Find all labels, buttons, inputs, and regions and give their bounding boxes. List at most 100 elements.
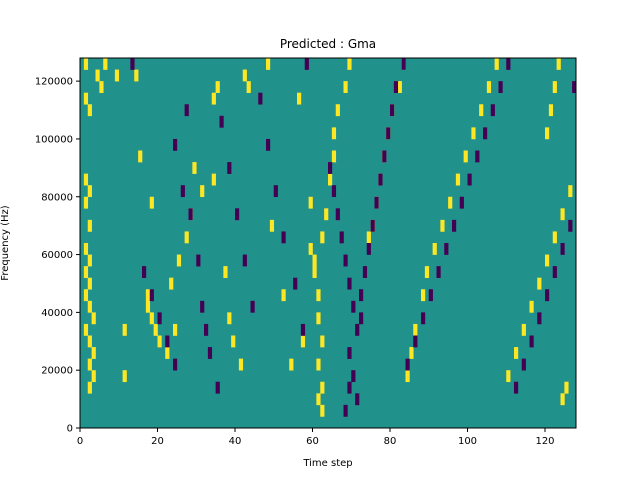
heatmap-cell-high: [122, 323, 127, 336]
heatmap-cell-low: [196, 254, 201, 267]
heatmap-cell-high: [173, 323, 178, 336]
heatmap-cell-high: [87, 219, 92, 232]
heatmap-cell-high: [556, 58, 561, 70]
heatmap-cell-high: [506, 370, 511, 383]
heatmap-cell-high: [83, 58, 89, 70]
heatmap-cell-high: [192, 162, 197, 174]
heatmap-cell-high: [169, 277, 174, 290]
heatmap-cell-low: [207, 347, 213, 359]
heatmap-cell-low: [142, 266, 147, 278]
heatmap-cell-high: [145, 289, 151, 302]
heatmap-cell-low: [304, 58, 309, 70]
heatmap-cell-low: [227, 162, 232, 174]
heatmap-cell-low: [475, 150, 480, 163]
heatmap-cell-high: [289, 358, 294, 371]
heatmap-cell-low: [560, 243, 565, 255]
y-tick-label: 80000: [41, 192, 73, 203]
heatmap-cell-high: [83, 323, 89, 336]
heatmap-cell-high: [211, 173, 216, 186]
heatmap-cell-low: [149, 289, 154, 302]
heatmap-cell-low: [328, 162, 333, 174]
heatmap-cell-low: [157, 312, 162, 325]
x-tick-label: 100: [458, 436, 477, 447]
heatmap-cell-high: [320, 381, 325, 394]
heatmap-cell-low: [366, 243, 371, 255]
heatmap-cell-low: [452, 219, 457, 232]
y-tick-label: 0: [67, 424, 73, 435]
heatmap-cell-high: [324, 208, 329, 221]
heatmap-cell-high: [331, 150, 337, 163]
heatmap-cell-high: [87, 104, 92, 117]
heatmap-cell-low: [359, 312, 364, 325]
heatmap-cell-low: [436, 266, 441, 278]
heatmap-cell-high: [91, 370, 96, 383]
x-tick-label: 0: [77, 436, 83, 447]
heatmap-cell-high: [269, 219, 275, 232]
heatmap-cell-low: [351, 370, 356, 383]
heatmap-cell-high: [545, 254, 550, 267]
heatmap-cell-high: [87, 300, 92, 313]
heatmap-cell-low: [483, 127, 488, 140]
heatmap-cell-high: [463, 150, 468, 163]
heatmap-cell-high: [153, 323, 158, 336]
heatmap-cell-low: [521, 358, 526, 371]
y-tick-label: 100000: [35, 134, 73, 145]
heatmap-cell-high: [331, 127, 337, 140]
heatmap-cell-low: [188, 208, 193, 221]
heatmap-cell-low: [281, 231, 286, 244]
heatmap-cell-high: [486, 81, 492, 93]
heatmap-cell-high: [312, 254, 317, 267]
heatmap-cell-high: [494, 58, 499, 70]
heatmap-cell-high: [99, 81, 104, 93]
heatmap-cell-high: [568, 185, 573, 198]
heatmap-cell-high: [308, 243, 313, 255]
heatmap-cell-high: [560, 393, 565, 406]
heatmap-cell-high: [471, 127, 476, 140]
heatmap-cell-high: [200, 185, 205, 198]
heatmap-cell-high: [149, 196, 154, 209]
heatmap-cell-high: [83, 289, 89, 302]
heatmap-cell-high: [95, 69, 100, 82]
heatmap-cell-low: [335, 208, 340, 221]
heatmap-cell-low: [343, 404, 348, 417]
heatmap-cell-high: [83, 173, 89, 186]
heatmap-cell-high: [432, 243, 437, 255]
heatmap-cell-high: [83, 266, 89, 278]
heatmap-cell-high: [537, 277, 542, 290]
heatmap-cell-high: [231, 335, 236, 348]
heatmap-cell-low: [266, 138, 271, 151]
heatmap-cell-high: [316, 289, 321, 302]
heatmap-cell-high: [316, 312, 321, 325]
heatmap-cell-high: [238, 358, 244, 371]
heatmap-cell-low: [514, 381, 519, 394]
heatmap-cell-low: [378, 173, 383, 186]
heatmap-cell-high: [320, 231, 325, 244]
plot-frame: [79, 57, 577, 429]
heatmap-cell-high: [312, 266, 317, 278]
heatmap-cell-high: [529, 300, 534, 313]
heatmap-cell-high: [176, 254, 182, 267]
heatmap-cell-high: [545, 127, 550, 140]
y-axis: 0 20000 40000 60000 80000 100000 120000: [35, 77, 80, 435]
heatmap-cell-high: [560, 208, 565, 221]
heatmap-cell-high: [122, 370, 127, 383]
heatmap-cell-low: [359, 289, 364, 302]
heatmap-cell-high: [405, 370, 410, 383]
heatmap-cell-high: [448, 196, 453, 209]
heatmap-cell-high: [347, 58, 352, 70]
heatmap-cell-high: [138, 150, 143, 163]
heatmap-cell-high: [316, 393, 321, 406]
heatmap-cell-high: [514, 347, 519, 359]
heatmap-cell-low: [300, 323, 306, 336]
heatmap-cell-low: [537, 312, 542, 325]
heatmap-cell-high: [552, 231, 557, 244]
heatmap-cell-low: [506, 58, 511, 70]
heatmap-cell-low: [173, 138, 178, 151]
heatmap-cell-high: [281, 289, 286, 302]
heatmap-cell-high: [134, 69, 139, 82]
heatmap-cell-high: [91, 347, 96, 359]
heatmap-cell-high: [91, 312, 96, 325]
heatmap-cell-low: [331, 185, 337, 198]
heatmap-cell-low: [215, 381, 220, 394]
